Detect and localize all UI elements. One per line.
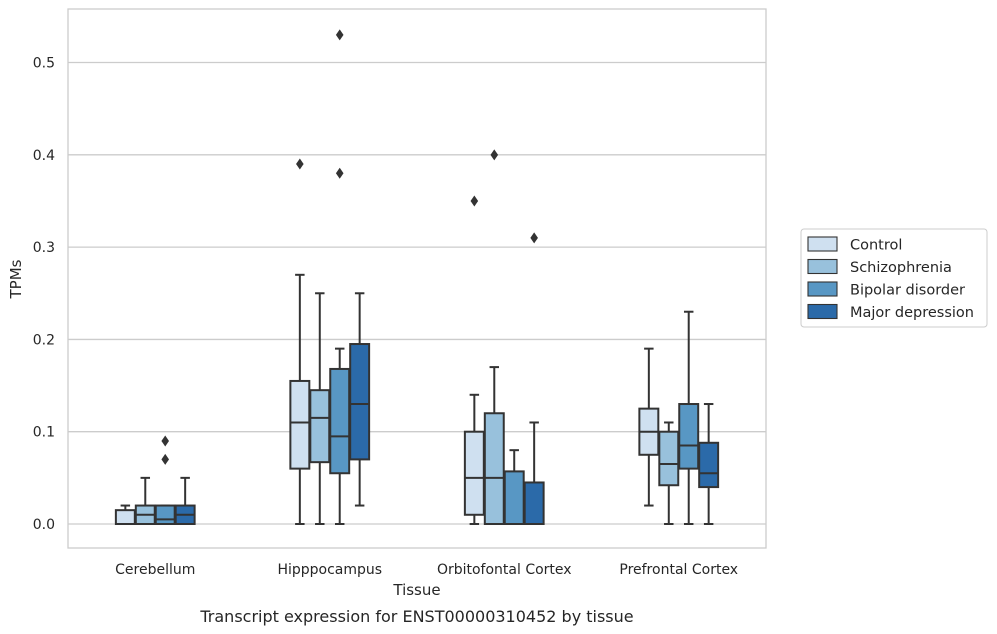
legend-label: Schizophrenia — [850, 260, 952, 276]
box-iqr — [678, 403, 700, 470]
box-iqr — [329, 367, 351, 475]
outlier-marker — [161, 453, 170, 465]
y-tick-labels: 0.0 0.1 0.2 0.3 0.4 0.5 — [33, 56, 55, 533]
legend-items: Control Schizophrenia Bipolar disorder Majo… — [807, 236, 974, 321]
box-1-1 — [309, 292, 331, 526]
box-0-2 — [154, 435, 176, 526]
box-iqr — [483, 412, 505, 526]
box-2-0 — [463, 195, 485, 526]
box-0-1 — [134, 476, 156, 526]
y-tick-label: 0.3 — [33, 240, 55, 256]
box-3-3 — [698, 403, 720, 526]
box-iqr — [503, 470, 525, 526]
outlier-marker — [335, 167, 344, 179]
y-tick-label: 0.0 — [33, 517, 55, 533]
outlier-marker — [470, 195, 479, 207]
legend-swatch — [807, 303, 838, 320]
outlier-marker — [296, 158, 304, 170]
box-iqr — [114, 509, 136, 526]
legend: Control Schizophrenia Bipolar disorder Majo… — [800, 228, 988, 328]
x-tick-label: Orbitofontal Cortex — [437, 562, 572, 578]
box-0-0 — [114, 504, 136, 526]
box-1-3 — [349, 292, 371, 507]
plot-frame — [67, 8, 767, 549]
figure-caption: Transcript expression for ENST0000031045… — [199, 607, 633, 626]
x-axis-label: Tissue — [392, 581, 440, 599]
outlier-marker — [530, 232, 538, 244]
box-iqr — [309, 389, 331, 464]
box-3-1 — [658, 421, 680, 526]
box-iqr — [154, 504, 176, 526]
legend-label: Bipolar disorder — [850, 283, 965, 299]
outlier-marker — [335, 29, 344, 41]
box-iqr — [523, 481, 545, 526]
y-tick-label: 0.2 — [33, 332, 55, 348]
box-1-2 — [329, 29, 351, 526]
x-tick-label: Prefrontal Cortex — [619, 562, 738, 578]
x-tick-labels: Cerebellum Hipppocampus Orbitofontal Corte… — [115, 562, 738, 578]
legend-swatch — [807, 281, 838, 297]
box-1-0 — [289, 158, 311, 526]
y-tick-label: 0.4 — [33, 148, 55, 164]
grid-lines — [68, 61, 766, 525]
outlier-marker — [161, 435, 170, 447]
box-iqr — [289, 379, 311, 470]
legend-label: Control — [850, 238, 902, 254]
y-axis-label: TPMs — [7, 259, 25, 299]
box-iqr — [658, 430, 680, 487]
y-tick-label: 0.1 — [33, 425, 55, 441]
box-0-3 — [174, 476, 196, 526]
box-iqr — [463, 430, 485, 516]
outlier-marker — [490, 149, 499, 161]
x-tick-label: Hipppocampus — [277, 562, 382, 578]
box-3-2 — [678, 310, 700, 526]
box-3-0 — [638, 347, 660, 507]
y-tick-label: 0.5 — [33, 56, 55, 72]
legend-swatch — [807, 258, 838, 275]
x-tick-label: Cerebellum — [115, 562, 195, 578]
box-iqr — [349, 343, 371, 461]
box-iqr — [698, 441, 720, 489]
legend-swatch — [807, 236, 838, 252]
boxes — [114, 29, 720, 526]
box-2-3 — [523, 232, 545, 526]
box-2-1 — [483, 149, 505, 526]
box-2-2 — [503, 449, 525, 526]
legend-frame — [800, 228, 988, 328]
legend-label: Major depression — [850, 305, 974, 321]
